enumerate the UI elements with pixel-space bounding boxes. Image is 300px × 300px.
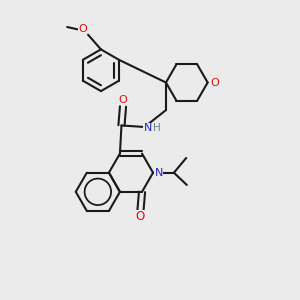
Text: O: O	[210, 77, 219, 88]
Text: H: H	[154, 123, 161, 133]
Text: O: O	[78, 24, 87, 34]
Text: N: N	[144, 123, 152, 133]
Text: N: N	[154, 168, 163, 178]
Text: O: O	[136, 211, 145, 224]
Text: O: O	[118, 95, 127, 105]
